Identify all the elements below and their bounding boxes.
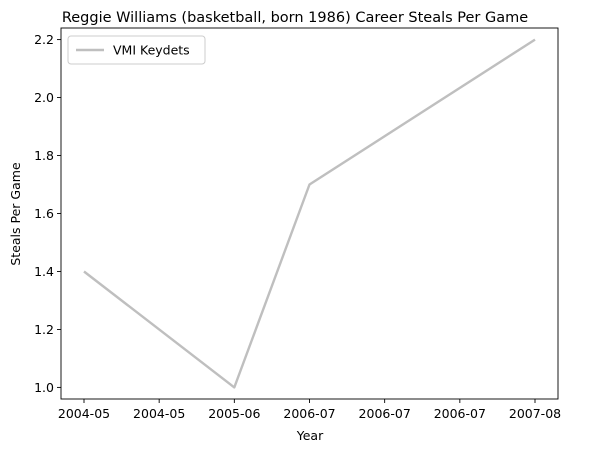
y-tick-label: 1.4: [34, 264, 54, 279]
x-tick-label: 2006-07: [283, 406, 335, 421]
y-tick-label: 1.2: [34, 322, 54, 337]
y-tick-label: 2.0: [34, 90, 54, 105]
plot-area: [61, 28, 558, 399]
legend: VMI Keydets: [68, 36, 205, 64]
y-tick-label: 2.2: [34, 32, 54, 47]
x-tick-label: 2006-07: [359, 406, 411, 421]
x-tick-label: 2006-07: [434, 406, 486, 421]
y-tick-label: 1.8: [34, 148, 54, 163]
x-tick-label: 2004-05: [58, 406, 110, 421]
x-axis: 2004-05 2004-05 2005-06 2006-07 2006-07 2006-…: [58, 399, 561, 421]
x-tick-label: 2007-08: [509, 406, 561, 421]
y-axis-label: Steals Per Game: [8, 162, 23, 266]
legend-label-vmi-keydets: VMI Keydets: [113, 43, 190, 58]
x-axis-label: Year: [296, 428, 324, 443]
y-tick-label: 1.6: [34, 206, 54, 221]
chart-title: Reggie Williams (basketball, born 1986) …: [62, 10, 528, 26]
y-axis: 1.0 1.2 1.4 1.6 1.8 2.0 2.2: [34, 32, 61, 395]
x-tick-label: 2005-06: [208, 406, 260, 421]
x-tick-label: 2004-05: [133, 406, 185, 421]
y-tick-label: 1.0: [34, 380, 54, 395]
